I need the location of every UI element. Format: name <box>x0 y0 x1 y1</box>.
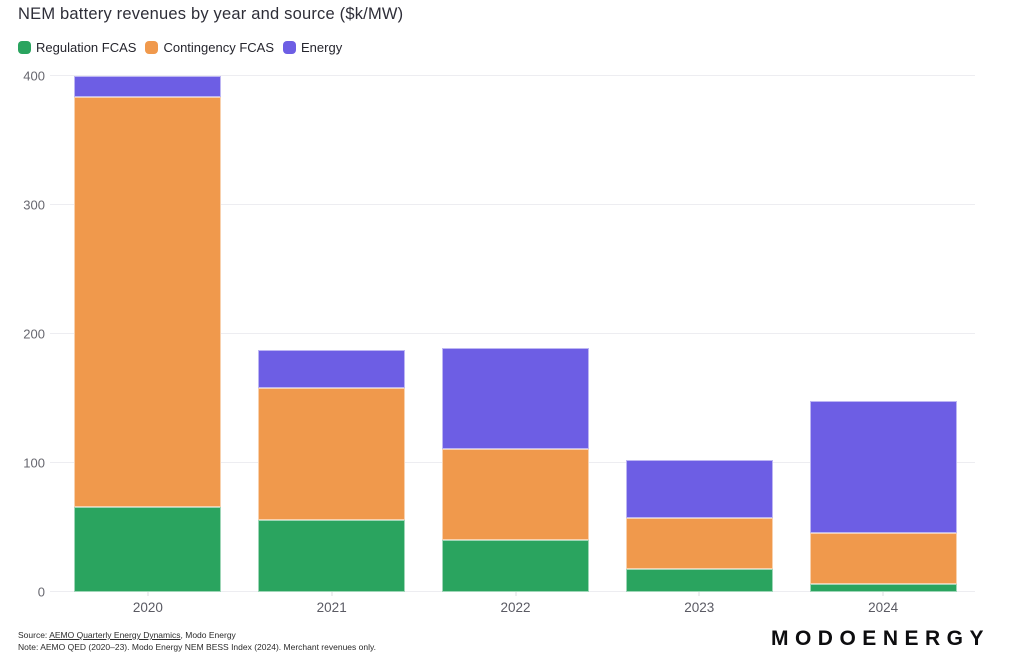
energy-swatch-icon <box>283 41 297 54</box>
bar-segment-regulation-fcas-2021 <box>258 519 406 592</box>
y-axis-tick-label: 200 <box>23 326 45 342</box>
legend-label: Contingency FCAS <box>163 40 275 55</box>
legend-item-energy: Energy <box>283 40 342 55</box>
bar-segment-regulation-fcas-2024 <box>809 584 957 592</box>
x-axis-tick <box>515 592 516 596</box>
x-axis-tick-label-2022: 2022 <box>500 600 531 615</box>
bar-segment-regulation-fcas-2023 <box>625 568 773 592</box>
gridline-y-400 <box>50 75 975 76</box>
bar-segment-contingency-fcas-2024 <box>809 532 957 585</box>
bar-group-2020 <box>56 76 240 592</box>
bar-segment-regulation-fcas-2020 <box>74 506 222 592</box>
note-line: Note: AEMO QED (2020–23). Modo Energy NE… <box>18 642 376 652</box>
modo-energy-logo: MODOENERGY <box>770 627 990 650</box>
y-axis-tick-label: 300 <box>23 197 45 213</box>
bar-segment-regulation-fcas-2022 <box>441 540 589 592</box>
y-axis-tick-label: 0 <box>37 584 45 600</box>
bar-segment-contingency-fcas-2023 <box>625 518 773 569</box>
x-axis-tick <box>698 592 700 596</box>
bar-group-2022 <box>424 76 608 592</box>
bar-segment-contingency-fcas-2020 <box>74 96 222 507</box>
regulation-fcas-swatch-icon <box>18 41 31 54</box>
source-line: Source: AEMO Quarterly Energy Dynamics, … <box>18 629 376 641</box>
contingency-fcas-swatch-icon <box>145 41 159 54</box>
x-axis-tick-label-2020: 2020 <box>132 600 163 615</box>
bar-segment-energy-2024 <box>809 401 957 533</box>
bar-group-2024 <box>791 76 975 592</box>
x-axis-tick <box>882 592 884 596</box>
source-link[interactable]: AEMO Quarterly Energy Dynamics <box>49 630 181 640</box>
gridline-y-300 <box>50 204 975 205</box>
bar-segment-energy-2022 <box>441 348 589 449</box>
legend-item-contingency-fcas: Contingency FCAS <box>145 40 274 55</box>
x-axis-tick-label-2024: 2024 <box>868 600 899 615</box>
source-suffix: , Modo Energy <box>180 630 236 640</box>
legend-item-regulation-fcas: Regulation FCAS <box>18 40 136 55</box>
bar-segment-contingency-fcas-2022 <box>441 448 589 541</box>
x-axis-tick <box>331 592 333 596</box>
x-axis-tick-label-2023: 2023 <box>684 600 715 615</box>
legend-label: Regulation FCAS <box>36 40 137 55</box>
footer: Source: AEMO Quarterly Energy Dynamics, … <box>18 629 376 653</box>
x-axis-tick <box>147 592 149 596</box>
chart-title: NEM battery revenues by year and source … <box>18 5 404 23</box>
bar-segment-contingency-fcas-2021 <box>258 388 406 520</box>
plot-area: 0 100 200 300 400 2020 2021 2022 2023 2024 <box>23 69 975 615</box>
legend: Regulation FCAS Contingency FCAS Energy <box>18 40 342 55</box>
y-axis-tick-label: 100 <box>23 455 45 471</box>
bar-segment-energy-2023 <box>625 460 773 519</box>
bar-group-2023 <box>607 76 791 592</box>
bar-group-2021 <box>240 76 424 592</box>
bar-segment-energy-2020 <box>74 76 222 97</box>
y-axis-tick-label: 400 <box>23 68 45 84</box>
gridline-y-200 <box>50 333 975 334</box>
source-prefix: Source: <box>18 630 50 640</box>
legend-label: Energy <box>301 40 343 55</box>
x-axis-tick-label-2021: 2021 <box>316 600 347 615</box>
bar-segment-energy-2021 <box>258 349 406 389</box>
